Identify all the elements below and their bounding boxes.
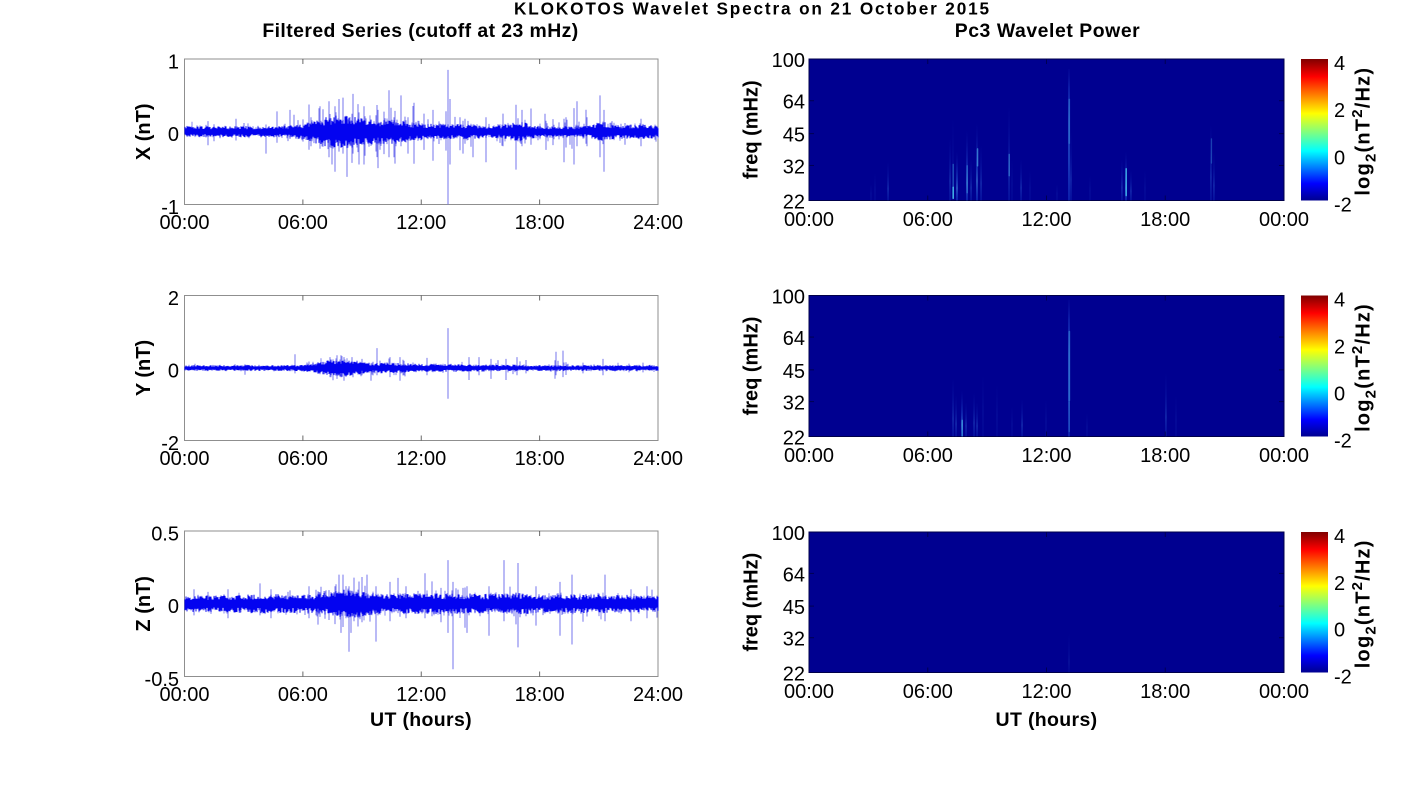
svg-text:00:00: 00:00 [159,448,209,470]
svg-text:32: 32 [783,157,805,179]
svg-text:00:00: 00:00 [1259,681,1309,703]
svg-text:2: 2 [1334,337,1345,359]
svg-text:4: 4 [1334,290,1345,312]
svg-text:0: 0 [1334,384,1345,406]
svg-text:18:00: 18:00 [1140,681,1190,703]
svg-text:0: 0 [1334,620,1345,642]
svg-text:00:00: 00:00 [784,681,834,703]
svg-text:24:00: 24:00 [633,212,683,234]
svg-text:06:00: 06:00 [278,448,328,470]
svg-text:-2: -2 [1334,667,1352,689]
svg-text:0: 0 [168,360,179,382]
svg-text:2: 2 [1334,100,1345,122]
svg-text:0: 0 [1334,147,1345,169]
svg-text:22: 22 [783,428,805,450]
svg-text:-1: -1 [161,197,179,219]
svg-text:freq (mHz): freq (mHz) [741,317,763,416]
svg-text:12:00: 12:00 [396,684,446,706]
svg-text:24:00: 24:00 [633,684,683,706]
svg-text:Z (nT): Z (nT) [133,576,155,632]
svg-text:Filtered Series (cutoff at 23: Filtered Series (cutoff at 23 mHz) [262,20,578,42]
svg-text:24:00: 24:00 [633,448,683,470]
svg-text:00:00: 00:00 [159,684,209,706]
svg-text:12:00: 12:00 [1021,209,1071,231]
svg-text:-0.5: -0.5 [145,669,179,691]
svg-text:32: 32 [783,393,805,415]
svg-text:0: 0 [168,124,179,146]
svg-text:12:00: 12:00 [1021,445,1071,467]
svg-text:2: 2 [1334,573,1345,595]
svg-text:UT (hours): UT (hours) [370,709,472,731]
svg-text:log2(nT2/Hz): log2(nT2/Hz) [1349,303,1380,432]
svg-text:00:00: 00:00 [784,209,834,231]
svg-text:Pc3 Wavelet Power: Pc3 Wavelet Power [955,20,1141,42]
svg-text:00:00: 00:00 [1259,445,1309,467]
svg-text:Y (nT): Y (nT) [133,340,155,396]
svg-text:06:00: 06:00 [278,212,328,234]
svg-text:64: 64 [783,92,805,114]
svg-text:32: 32 [783,629,805,651]
svg-text:18:00: 18:00 [515,448,565,470]
svg-text:12:00: 12:00 [396,212,446,234]
svg-text:18:00: 18:00 [515,212,565,234]
svg-text:22: 22 [783,664,805,686]
svg-text:0.5: 0.5 [151,523,179,545]
svg-text:00:00: 00:00 [159,212,209,234]
svg-text:18:00: 18:00 [515,684,565,706]
svg-text:64: 64 [783,564,805,586]
svg-text:12:00: 12:00 [1021,681,1071,703]
svg-text:45: 45 [783,361,805,383]
svg-text:18:00: 18:00 [1140,445,1190,467]
svg-text:06:00: 06:00 [903,681,953,703]
svg-text:X (nT): X (nT) [133,103,155,160]
svg-text:06:00: 06:00 [903,445,953,467]
svg-text:2: 2 [168,288,179,310]
svg-text:18:00: 18:00 [1140,209,1190,231]
svg-text:06:00: 06:00 [903,209,953,231]
svg-text:100: 100 [772,50,805,72]
svg-text:22: 22 [783,192,805,214]
svg-text:00:00: 00:00 [784,445,834,467]
svg-text:0: 0 [168,596,179,618]
svg-text:log2(nT2/Hz): log2(nT2/Hz) [1349,67,1380,196]
svg-text:-2: -2 [1334,431,1352,453]
svg-text:100: 100 [772,287,805,309]
svg-text:100: 100 [772,523,805,545]
svg-text:4: 4 [1334,526,1345,548]
svg-text:freq (mHz): freq (mHz) [741,553,763,652]
svg-text:45: 45 [783,125,805,147]
svg-text:45: 45 [783,597,805,619]
svg-text:64: 64 [783,328,805,350]
svg-text:-2: -2 [161,433,179,455]
svg-text:00:00: 00:00 [1259,209,1309,231]
svg-text:log2(nT2/Hz): log2(nT2/Hz) [1349,539,1380,668]
svg-text:1: 1 [168,51,179,73]
svg-text:12:00: 12:00 [396,448,446,470]
svg-text:UT (hours): UT (hours) [996,709,1098,731]
svg-text:-2: -2 [1334,195,1352,217]
svg-text:06:00: 06:00 [278,684,328,706]
svg-text:KLOKOTOS Wavelet Spectra on 21: KLOKOTOS Wavelet Spectra on 21 October 2… [514,0,991,19]
svg-text:4: 4 [1334,53,1345,75]
svg-text:freq (mHz): freq (mHz) [741,80,763,179]
